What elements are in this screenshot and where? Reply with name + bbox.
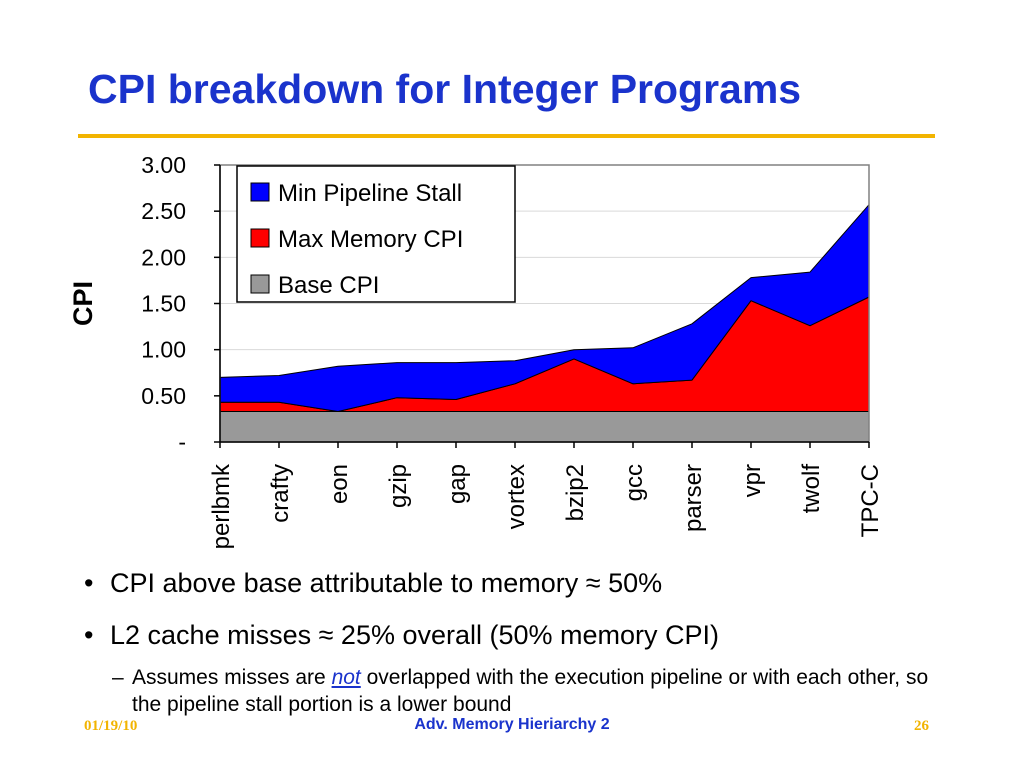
legend-box: [236, 165, 516, 303]
y-tick-label: 1.00: [141, 337, 186, 363]
title-underline: [78, 134, 935, 138]
sub-bullet-text: Assumes misses are: [132, 666, 332, 689]
legend-label: Base CPI: [278, 272, 379, 299]
x-tick-label: eon: [326, 464, 353, 504]
x-tick-label: bzip2: [562, 464, 589, 521]
slide-title: CPI breakdown for Integer Programs: [88, 66, 802, 112]
x-tick-label: twolf: [798, 464, 825, 514]
y-tick-label: 1.50: [141, 291, 186, 317]
x-tick-label: gap: [444, 464, 471, 504]
legend-swatch: [250, 182, 270, 202]
y-tick-label: 0.50: [141, 383, 186, 409]
bullet-text: CPI above base attributable to memory: [110, 568, 586, 598]
footer-course: Adv. Memory Hieriarchy 2: [414, 716, 610, 733]
legend-swatch: [250, 274, 270, 294]
x-tick-label: crafty: [267, 464, 294, 523]
x-tick-label: vortex: [503, 464, 530, 529]
legend-label: Min Pipeline Stall: [278, 180, 462, 207]
y-tick-label: 3.00: [141, 152, 186, 178]
y-tick-label: 2.00: [141, 244, 186, 270]
footer-page-number: 26: [914, 718, 929, 734]
emphasis-not: not: [331, 666, 361, 689]
legend-label: Max Memory CPI: [278, 226, 463, 253]
approx-symbol: ≈: [318, 620, 334, 650]
area-base-cpi: [219, 411, 870, 443]
bullet-dot-icon: •: [84, 568, 94, 598]
x-tick-label: perlbmk: [208, 463, 235, 549]
legend-swatch: [250, 228, 270, 248]
bullet-item: • CPI above base attributable to memory ≈…: [84, 568, 662, 599]
bullet-item: • L2 cache misses ≈ 25% overall (50% memo…: [84, 620, 719, 651]
footer-date: 01/19/10: [84, 718, 138, 734]
y-axis-title: CPI: [68, 281, 98, 326]
bullet-text: 25% overall (50% memory CPI): [333, 620, 720, 650]
bullet-text: L2 cache misses: [110, 620, 319, 650]
x-tick-label: gcc: [621, 464, 648, 501]
sub-bullet-text: overlapped with the execution pipeline o…: [132, 666, 929, 716]
x-tick-label: TPC-C: [857, 464, 884, 537]
sub-bullet: – Assumes misses are not overlapped with …: [112, 664, 962, 718]
x-tick-label: parser: [680, 464, 707, 532]
y-tick-label: -: [178, 429, 186, 455]
approx-symbol: ≈: [585, 568, 601, 598]
x-tick-label: vpr: [739, 464, 766, 497]
bullet-dot-icon: •: [84, 620, 94, 650]
bullet-text: 50%: [600, 568, 663, 598]
y-tick-label: 2.50: [141, 198, 186, 224]
x-tick-label: gzip: [385, 464, 412, 508]
sub-bullet-dash: –: [112, 666, 124, 689]
